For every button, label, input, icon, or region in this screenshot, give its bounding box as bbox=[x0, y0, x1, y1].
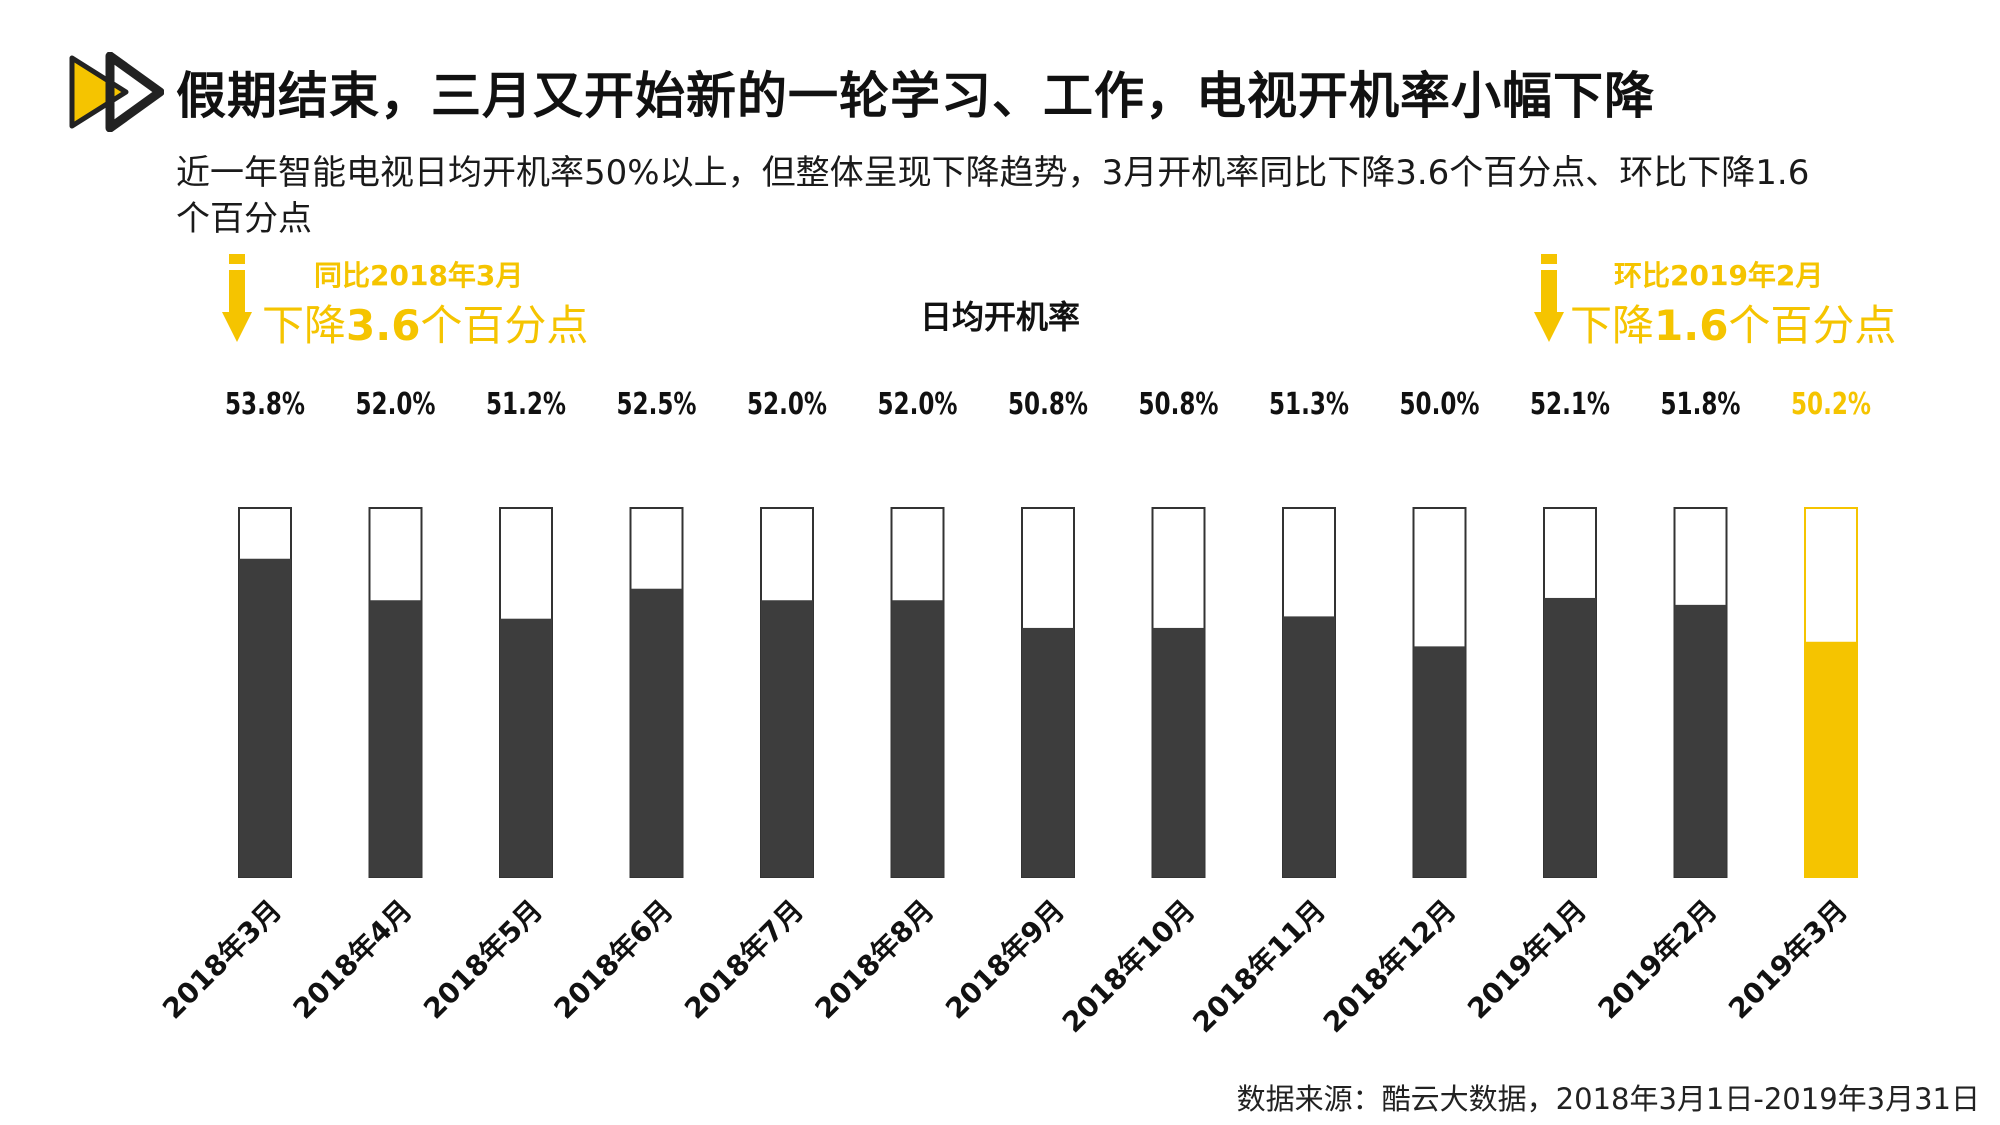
down-arrow-icon bbox=[222, 254, 252, 342]
data-label: 50.8% bbox=[1139, 387, 1219, 422]
yoy-callout-label: 同比2018年3月 bbox=[314, 259, 524, 292]
bar bbox=[1413, 646, 1466, 877]
x-tick-label: 2018年3月 bbox=[156, 894, 288, 1026]
x-tick-label: 2018年11月 bbox=[1186, 894, 1332, 1040]
bar bbox=[891, 600, 944, 877]
bar bbox=[369, 600, 422, 877]
data-label: 51.2% bbox=[486, 387, 566, 422]
x-tick-label: 2018年7月 bbox=[678, 894, 810, 1026]
data-label: 50.8% bbox=[1008, 387, 1088, 422]
chart-title: 日均开机率 bbox=[919, 298, 1080, 336]
x-tick-label: 2018年8月 bbox=[809, 894, 941, 1026]
down-arrow-icon bbox=[1534, 254, 1564, 342]
bar bbox=[761, 600, 813, 877]
x-tick-label: 2019年3月 bbox=[1722, 894, 1854, 1026]
bar-chart: 53.8% 2018年3月 52.0% 2018年4月 51.2% 2018年5月 52.5… bbox=[156, 387, 1871, 1040]
mom-callout-label: 环比2019年2月 bbox=[1614, 259, 1824, 292]
bar bbox=[1283, 616, 1335, 877]
x-tick-label: 2019年2月 bbox=[1592, 894, 1724, 1026]
data-label: 52.0% bbox=[747, 387, 827, 422]
data-label: 50.0% bbox=[1400, 387, 1480, 422]
data-label: 52.0% bbox=[356, 387, 436, 422]
bar bbox=[1674, 604, 1727, 877]
bar bbox=[630, 588, 683, 877]
x-tick-label: 2019年1月 bbox=[1461, 894, 1593, 1026]
data-label: 51.3% bbox=[1269, 387, 1349, 422]
bar bbox=[239, 558, 291, 877]
bar bbox=[1544, 597, 1596, 877]
x-tick-label: 2018年6月 bbox=[548, 894, 680, 1026]
x-tick-label: 2018年12月 bbox=[1317, 894, 1463, 1040]
data-label: 50.2% bbox=[1791, 387, 1871, 422]
x-tick-label: 2018年5月 bbox=[417, 894, 549, 1026]
bar bbox=[1022, 627, 1074, 877]
play-arrow-logo-icon bbox=[69, 52, 164, 132]
x-tick-label: 2018年9月 bbox=[939, 894, 1071, 1026]
x-tick-label: 2018年10月 bbox=[1056, 894, 1202, 1040]
data-label: 52.0% bbox=[878, 387, 958, 422]
page-title: 假期结束，三月又开始新的一轮学习、工作，电视开机率小幅下降 bbox=[176, 67, 1655, 125]
mom-callout-value: 下降1.6个百分点 bbox=[1570, 301, 1897, 350]
bar bbox=[500, 618, 552, 877]
bar bbox=[1152, 627, 1205, 877]
data-label: 52.1% bbox=[1530, 387, 1610, 422]
data-source-note: 数据来源：酷云大数据，2018年3月1日-2019年3月31日 bbox=[1236, 1082, 1980, 1116]
x-tick-label: 2018年4月 bbox=[287, 894, 419, 1026]
data-label: 53.8% bbox=[225, 387, 305, 422]
page-subtitle: 近一年智能电视日均开机率50%以上，但整体呈现下降趋势，3月开机率同比下降3.6… bbox=[176, 153, 1810, 239]
bar bbox=[1805, 641, 1857, 877]
yoy-callout-value: 下降3.6个百分点 bbox=[262, 301, 589, 350]
data-label: 51.8% bbox=[1661, 387, 1741, 422]
data-label: 52.5% bbox=[617, 387, 697, 422]
